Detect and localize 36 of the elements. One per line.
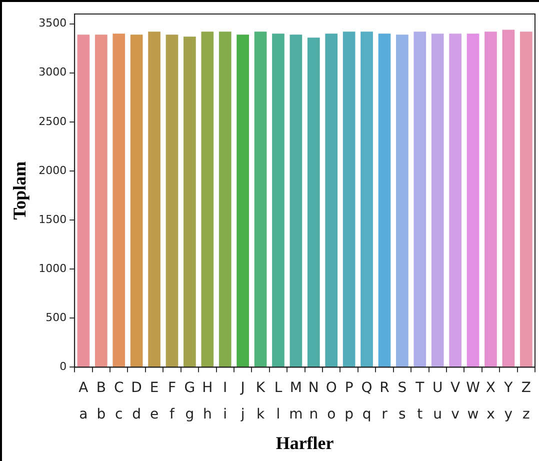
x-tick-label: K k	[256, 380, 266, 423]
x-tick-label: A a	[78, 380, 89, 423]
x-tick-label: W w	[466, 380, 480, 423]
x-tick-label: S s	[398, 380, 407, 423]
y-tick-label: 3500	[38, 16, 67, 30]
y-tick-label: 500	[46, 311, 67, 324]
x-tick-label: R r	[380, 380, 390, 423]
x-tick-label: Z z	[521, 380, 531, 423]
y-tick-label: 3000	[38, 66, 67, 79]
x-tick-label: B b	[96, 380, 106, 423]
x-tick-label: X x	[486, 380, 496, 423]
x-tick-label: F f	[168, 380, 176, 423]
x-tick-label: I i	[223, 380, 228, 423]
y-tick-label: 1500	[38, 212, 67, 226]
x-axis-title: Harfler	[276, 432, 334, 453]
x-tick-label: N n	[308, 380, 319, 423]
y-tick-label: 2000	[38, 164, 67, 177]
x-tick-label: M m	[289, 380, 303, 423]
x-tick-label: L l	[274, 380, 282, 423]
x-tick-label: C c	[114, 380, 124, 423]
y-tick-label: 2500	[38, 114, 67, 128]
x-tick-label: E e	[150, 380, 159, 423]
x-tick-label: J j	[240, 380, 245, 423]
x-tick-label: T t	[414, 380, 425, 423]
x-tick-label: Q q	[361, 380, 372, 423]
y-tick-label: 0	[60, 360, 67, 374]
x-tick-label: D d	[131, 380, 142, 423]
x-tick-label: Y y	[503, 380, 514, 423]
y-tick-label: 1000	[38, 262, 67, 275]
x-tick-label: O o	[326, 380, 337, 423]
x-tick-label: G g	[184, 380, 196, 423]
x-tick-label: P p	[344, 380, 354, 423]
x-tick-label: H h	[202, 380, 213, 423]
x-tick-label: V v	[450, 380, 461, 423]
x-tick-label: U u	[432, 380, 443, 423]
y-axis-title: Toplam	[9, 161, 30, 220]
